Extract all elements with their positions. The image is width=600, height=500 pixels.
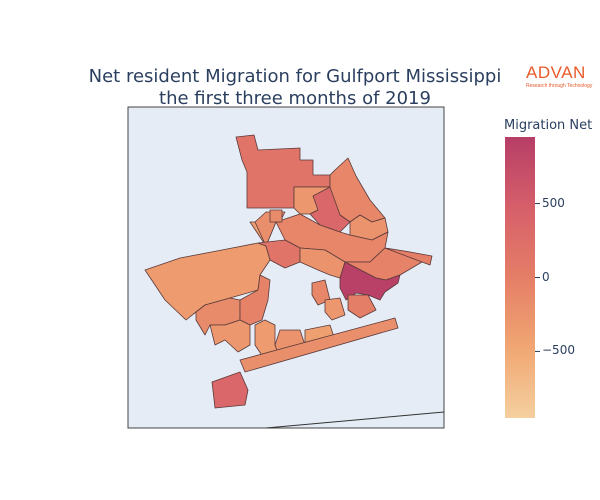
advan-logo: ADVAN Research through Technology [526, 63, 596, 90]
region-coastal-strip[interactable] [239, 317, 399, 373]
region-southwest-c[interactable] [209, 319, 251, 353]
shoreline [265, 411, 445, 429]
region-east-hotspot[interactable] [339, 261, 401, 301]
region-east-north[interactable] [384, 247, 433, 266]
region-south-tip[interactable] [211, 371, 249, 409]
map-title-line2: the first three months of 2019 [159, 88, 431, 109]
colorbar-title: Migration Net [504, 118, 593, 133]
logo-name: ADVAN [526, 63, 586, 82]
colorbar-tick-label: 0 [542, 269, 550, 284]
region-small-north[interactable] [269, 209, 283, 223]
region-center-west[interactable] [257, 239, 301, 269]
colorbar-gradient [505, 137, 535, 418]
colorbar-ticks [535, 203, 540, 352]
map-title-line1: Net resident Migration for Gulfport Miss… [88, 66, 502, 87]
colorbar-tick-label: 500 [542, 195, 565, 210]
region-island-a[interactable] [311, 279, 331, 306]
region-layer [144, 134, 433, 409]
region-center[interactable] [299, 247, 346, 279]
colorbar-tick-label: −500 [542, 343, 575, 358]
region-island-c[interactable] [347, 294, 377, 319]
logo-tagline: Research through Technology [526, 83, 593, 89]
region-island-b[interactable] [324, 297, 346, 321]
